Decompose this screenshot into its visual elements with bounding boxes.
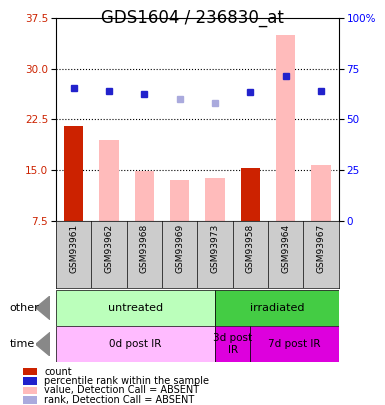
Text: GSM93962: GSM93962 (104, 224, 114, 273)
Polygon shape (36, 332, 50, 356)
Bar (23, 377, 37, 385)
Text: percentile rank within the sample: percentile rank within the sample (44, 376, 209, 386)
Text: GSM93958: GSM93958 (246, 224, 255, 273)
Text: GSM93961: GSM93961 (69, 224, 78, 273)
Text: rank, Detection Call = ABSENT: rank, Detection Call = ABSENT (44, 395, 194, 405)
Text: other: other (10, 303, 39, 313)
Text: 7d post IR: 7d post IR (268, 339, 321, 349)
Text: GDS1604 / 236830_at: GDS1604 / 236830_at (101, 9, 284, 27)
Text: 0d post IR: 0d post IR (109, 339, 162, 349)
Bar (205, 178, 225, 221)
Text: GSM93973: GSM93973 (211, 224, 219, 273)
Bar (23, 387, 37, 394)
Text: GSM93967: GSM93967 (316, 224, 326, 273)
Bar (250, 326, 339, 362)
Text: untreated: untreated (108, 303, 163, 313)
Bar (215, 326, 250, 362)
Text: GSM93969: GSM93969 (175, 224, 184, 273)
Bar (64, 126, 83, 221)
Text: GSM93964: GSM93964 (281, 224, 290, 273)
Text: value, Detection Call = ABSENT: value, Detection Call = ABSENT (44, 386, 199, 395)
Bar (56, 326, 215, 362)
Bar (56, 290, 215, 326)
Bar (215, 290, 339, 326)
Bar (170, 180, 189, 221)
Text: irradiated: irradiated (249, 303, 304, 313)
Polygon shape (36, 296, 50, 320)
Bar (311, 165, 331, 221)
Text: GSM93968: GSM93968 (140, 224, 149, 273)
Text: count: count (44, 367, 72, 377)
Bar (241, 168, 260, 221)
Bar (23, 368, 37, 375)
Bar (99, 140, 119, 221)
Bar (134, 171, 154, 221)
Bar (276, 35, 295, 221)
Text: time: time (10, 339, 35, 349)
Bar (23, 396, 37, 404)
Text: 3d post
IR: 3d post IR (213, 333, 252, 355)
